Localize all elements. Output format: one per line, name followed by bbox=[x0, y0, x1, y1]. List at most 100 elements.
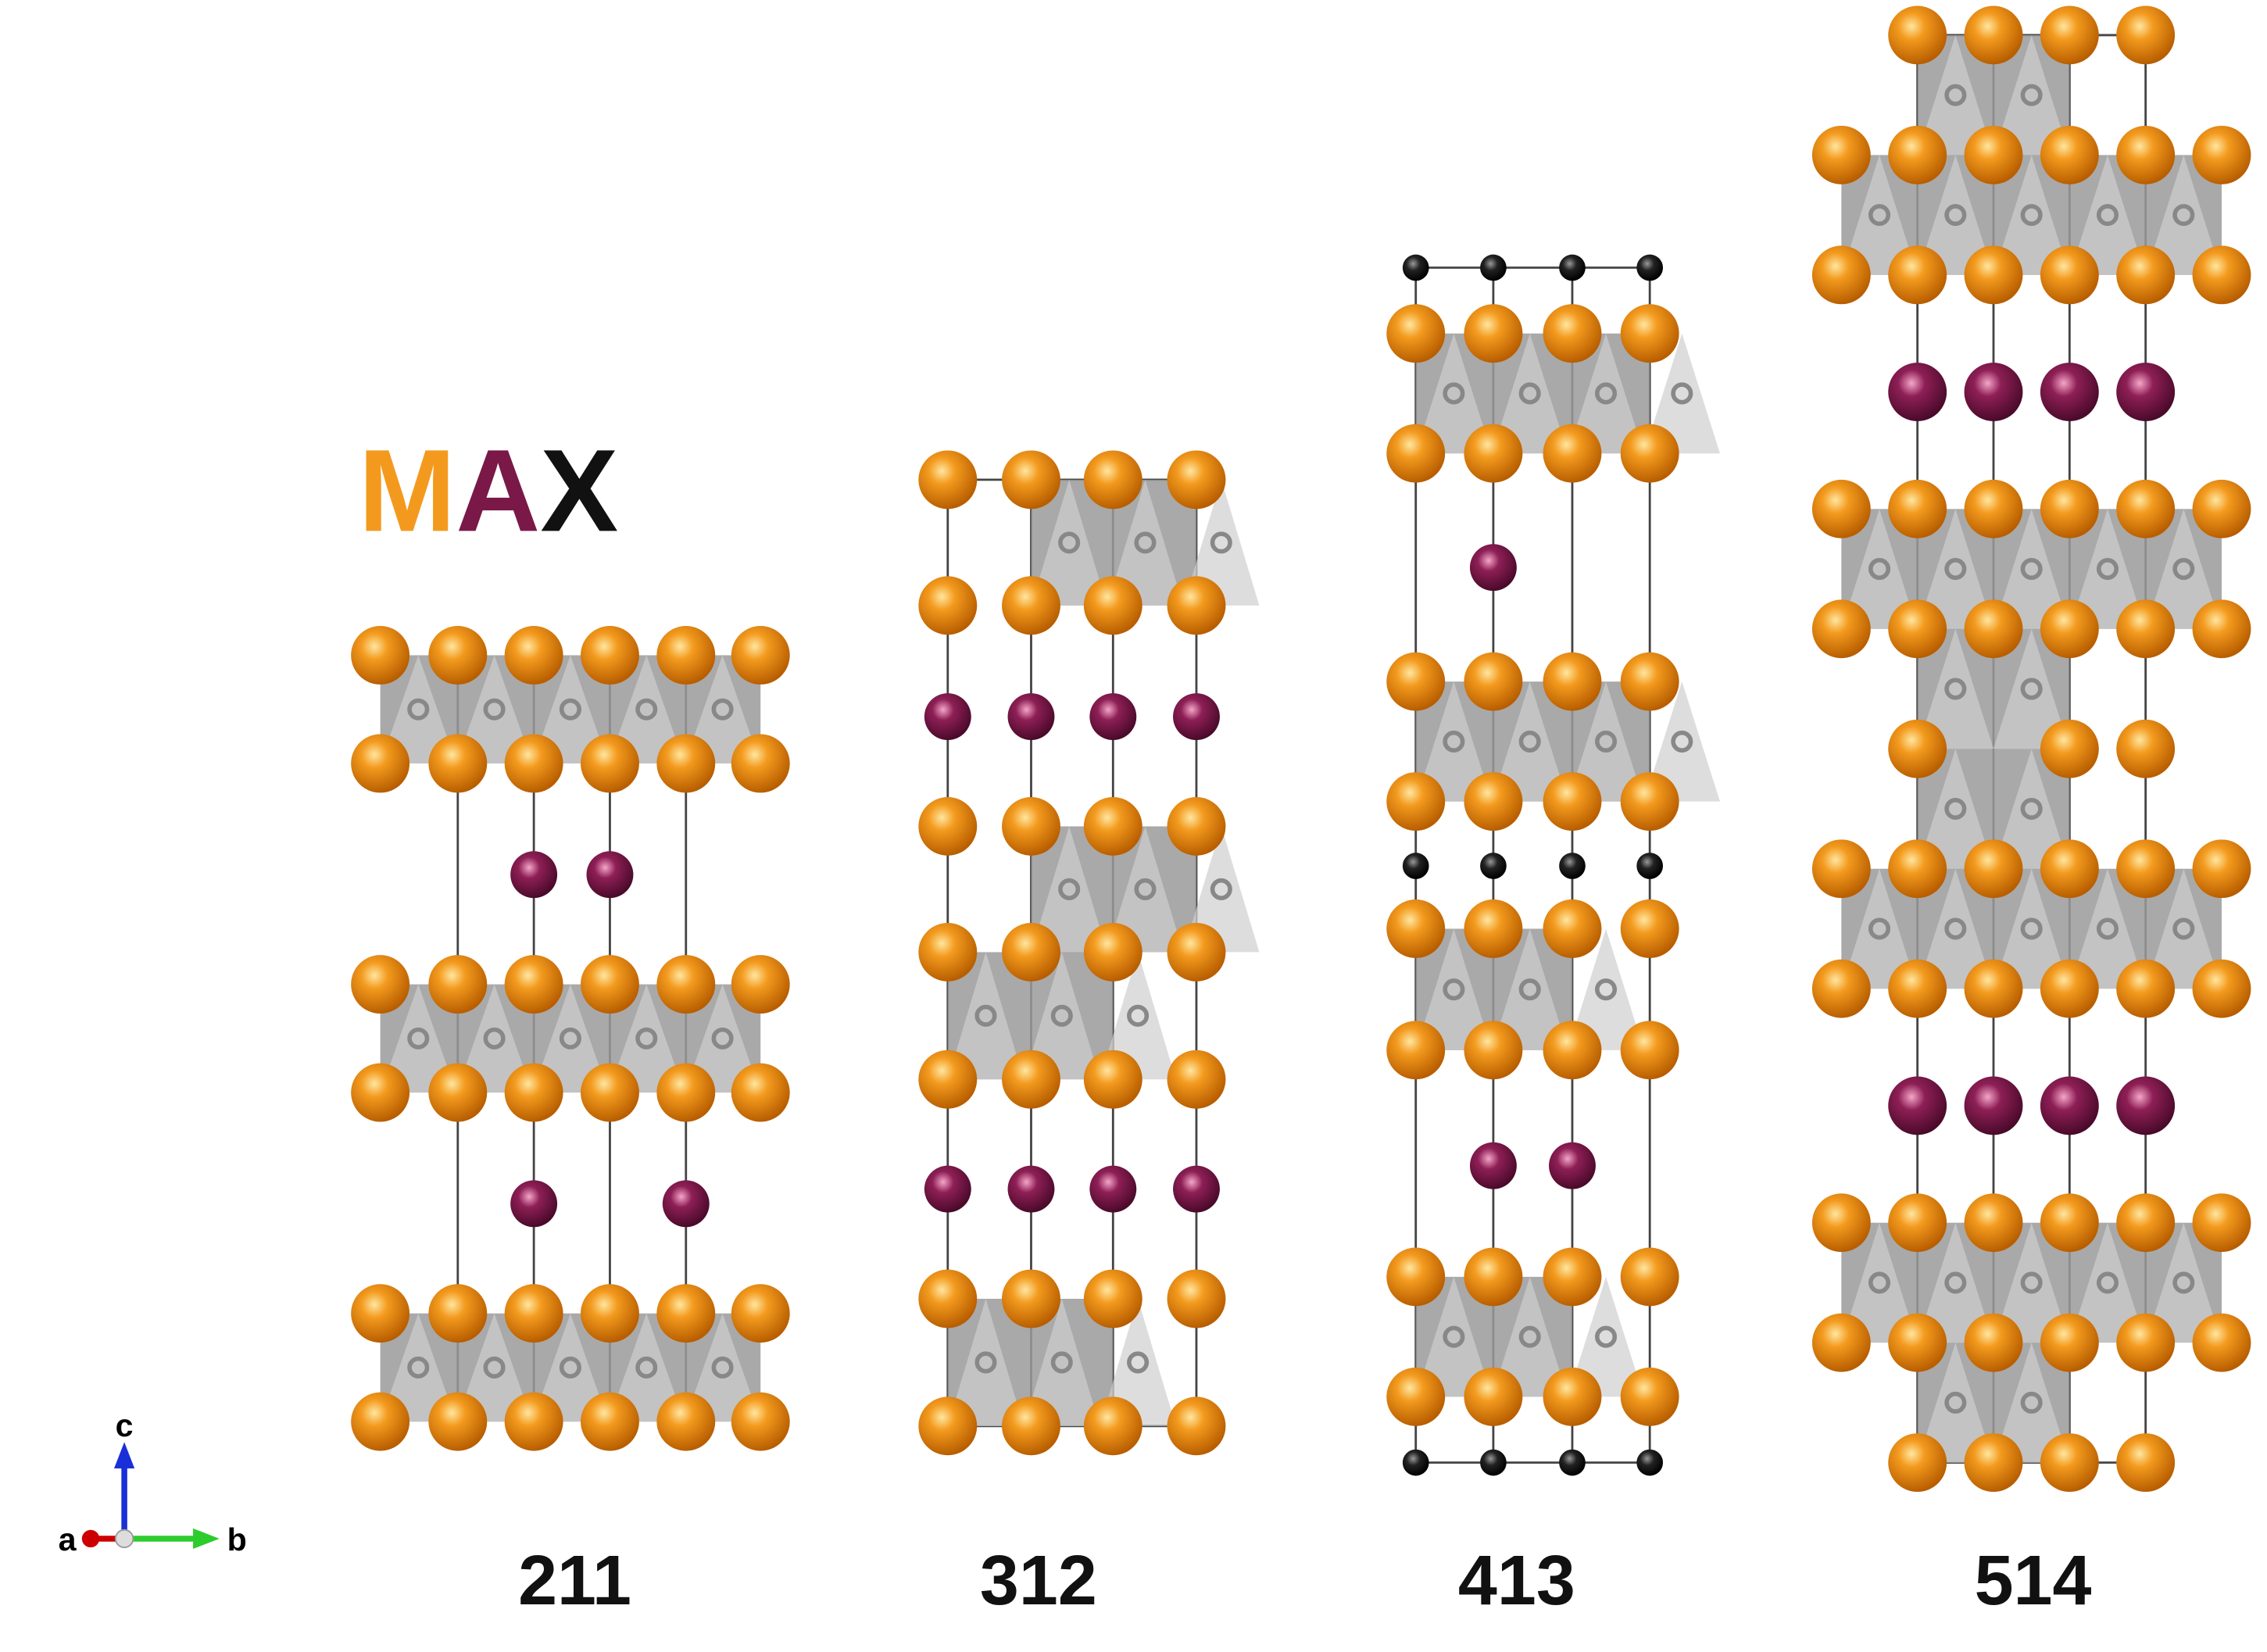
m-atom bbox=[1543, 1021, 1602, 1080]
m-atom bbox=[1964, 839, 2023, 899]
m-atom bbox=[656, 1063, 716, 1122]
x-site bbox=[635, 1356, 658, 1379]
m-atom bbox=[1543, 899, 1602, 958]
m-atom bbox=[1811, 959, 1871, 1018]
m-atom bbox=[1386, 1367, 1446, 1426]
a-atom bbox=[510, 851, 558, 899]
octahedron-face bbox=[1415, 928, 1493, 1050]
m-atom bbox=[1002, 450, 1060, 510]
octahedron-face bbox=[1841, 509, 1918, 629]
a-atom bbox=[586, 851, 634, 899]
octahedron-face bbox=[2145, 868, 2222, 989]
structure-label: 514 bbox=[1975, 1542, 2092, 1620]
x-site bbox=[711, 1356, 734, 1379]
x-site bbox=[635, 1027, 658, 1049]
m-atom bbox=[1167, 922, 1226, 982]
m-atom bbox=[918, 922, 978, 982]
structure-label: 211 bbox=[518, 1542, 631, 1620]
x-site bbox=[1210, 878, 1232, 900]
a-atom bbox=[2040, 363, 2099, 422]
m-atom bbox=[1888, 245, 1947, 305]
a-atom bbox=[1469, 1142, 1517, 1189]
m-atom bbox=[1620, 304, 1679, 363]
m-atom bbox=[581, 1063, 639, 1122]
m-atom bbox=[1167, 797, 1226, 856]
m-atom bbox=[504, 1392, 563, 1451]
m-atom bbox=[504, 1284, 563, 1343]
octahedron-face bbox=[1024, 952, 1100, 1080]
x-site bbox=[1443, 1325, 1465, 1348]
x-site bbox=[635, 698, 658, 721]
m-atom bbox=[428, 1392, 488, 1451]
m-atom bbox=[1964, 245, 2023, 305]
octahedron-face bbox=[532, 655, 609, 763]
x-site bbox=[1868, 917, 1891, 940]
a-ball bbox=[81, 1529, 100, 1548]
octahedron-face bbox=[608, 1313, 685, 1422]
a-atom bbox=[1888, 1076, 1947, 1135]
m-atom bbox=[581, 1284, 639, 1343]
m-atom bbox=[1888, 599, 1947, 659]
octahedron-face bbox=[1917, 1343, 1994, 1463]
m-atom bbox=[504, 626, 563, 685]
octahedron-face bbox=[608, 984, 685, 1093]
x-site bbox=[1518, 382, 1541, 405]
m-atom bbox=[1464, 772, 1523, 831]
a-atom bbox=[1007, 1165, 1055, 1213]
x-site bbox=[2020, 84, 2043, 106]
m-atom bbox=[2116, 959, 2176, 1018]
m-atom bbox=[1002, 1396, 1060, 1456]
m-atom bbox=[1002, 1049, 1060, 1109]
m-atom bbox=[2192, 1313, 2251, 1372]
octahedron-face bbox=[456, 984, 533, 1093]
x-atom bbox=[1402, 254, 1429, 281]
m-atom bbox=[581, 1392, 639, 1451]
letter-x: X bbox=[540, 424, 618, 556]
x-site bbox=[1594, 978, 1618, 1001]
m-atom bbox=[1464, 652, 1523, 711]
m-atom bbox=[1964, 599, 2023, 659]
m-atom bbox=[351, 1284, 410, 1343]
b-arrow bbox=[193, 1528, 220, 1550]
x-site bbox=[2172, 1271, 2195, 1294]
m-atom bbox=[1083, 1269, 1142, 1328]
m-atom bbox=[656, 1284, 716, 1343]
m-atom bbox=[1386, 1247, 1446, 1307]
m-atom bbox=[2192, 959, 2251, 1018]
octahedron-face bbox=[1993, 155, 2070, 275]
m-atom bbox=[1543, 772, 1602, 831]
m-atom bbox=[1002, 797, 1060, 856]
crystal-structures bbox=[351, 5, 2251, 1493]
m-atom bbox=[918, 1049, 978, 1109]
octahedron-face bbox=[2145, 1222, 2222, 1343]
x-site bbox=[2096, 1271, 2119, 1294]
octahedron-face bbox=[608, 655, 685, 763]
m-atom bbox=[1620, 899, 1679, 958]
octahedron-face bbox=[380, 1313, 456, 1422]
octahedron-face bbox=[1492, 681, 1568, 802]
m-atom bbox=[2040, 479, 2099, 538]
octahedron-face bbox=[2069, 509, 2146, 629]
axis-label: b bbox=[227, 1521, 247, 1557]
m-atom bbox=[918, 576, 978, 635]
octahedron-face bbox=[1993, 628, 2070, 749]
a-atom bbox=[2116, 363, 2176, 422]
octahedron-face bbox=[2145, 155, 2222, 275]
octahedron-face bbox=[1841, 155, 1918, 275]
m-atom bbox=[2040, 719, 2099, 778]
m-atom bbox=[351, 1392, 410, 1451]
m-atom bbox=[2040, 959, 2099, 1018]
octahedron-face bbox=[1107, 479, 1184, 606]
octahedron-face bbox=[1917, 509, 1994, 629]
m-atom bbox=[1083, 450, 1142, 510]
x-site bbox=[2020, 1391, 2043, 1414]
x-site bbox=[1671, 730, 1693, 753]
m-atom bbox=[731, 626, 790, 685]
octahedron-face bbox=[1031, 479, 1107, 606]
octahedron-face bbox=[1917, 34, 1994, 156]
m-atom bbox=[1620, 1021, 1679, 1080]
m-atom bbox=[1964, 5, 2023, 65]
octahedron-face bbox=[2069, 155, 2146, 275]
m-atom bbox=[2116, 839, 2176, 899]
